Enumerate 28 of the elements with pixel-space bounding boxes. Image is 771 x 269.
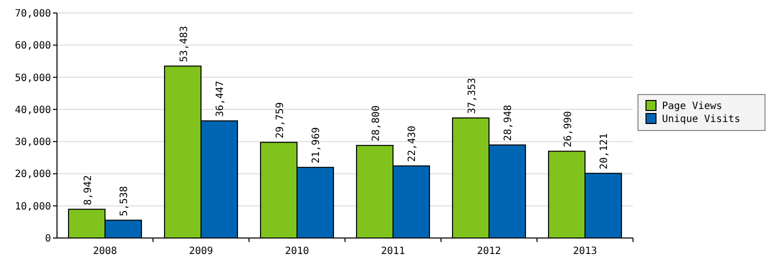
x-tick-label: 2013 <box>572 246 598 257</box>
y-tick-label: 50,000 <box>14 72 51 84</box>
data-label: 53,483 <box>178 26 190 62</box>
y-tick-label: 40,000 <box>14 104 51 116</box>
data-label: 20,121 <box>599 133 610 170</box>
x-tick-label: 2008 <box>92 246 118 257</box>
data-label: 21,969 <box>311 127 322 164</box>
legend-label: Unique Visits <box>662 114 740 125</box>
data-label: 28,948 <box>503 104 514 141</box>
x-tick-label: 2009 <box>188 246 214 257</box>
data-label: 22,430 <box>407 126 418 162</box>
y-tick-label: 0 <box>44 234 51 244</box>
y-tick-label: 20,000 <box>14 169 51 180</box>
data-label: 5,538 <box>119 186 130 216</box>
data-label: 37,353 <box>466 78 478 114</box>
y-tick-label: 30,000 <box>14 137 51 148</box>
legend-label: Page Views <box>662 101 722 112</box>
data-label: 26,990 <box>562 111 574 148</box>
x-tick-label: 2010 <box>284 246 310 257</box>
x-tick-label: 2012 <box>476 246 502 257</box>
data-label: 8,942 <box>82 175 94 206</box>
y-tick-label: 10,000 <box>14 201 51 212</box>
x-tick-label: 2011 <box>380 246 406 257</box>
data-label: 28,800 <box>370 105 382 142</box>
y-tick-label: 60,000 <box>14 40 51 52</box>
data-label: 29,759 <box>274 102 286 138</box>
data-label: 36,447 <box>215 80 226 117</box>
y-tick-label: 70,000 <box>14 8 51 20</box>
